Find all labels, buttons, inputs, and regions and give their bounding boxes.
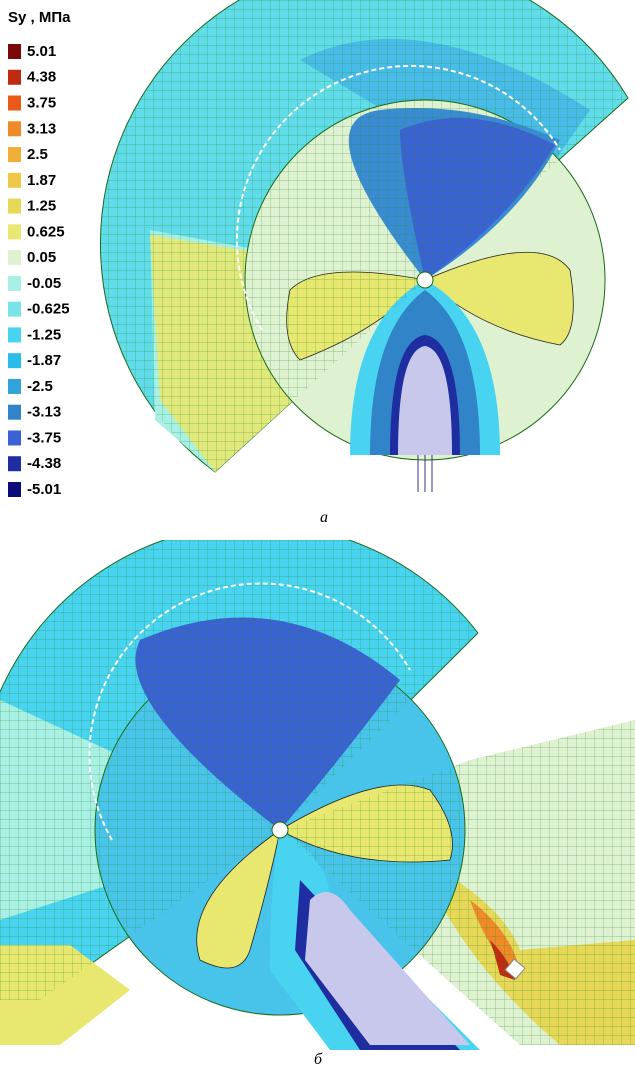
legend-label: -4.38	[27, 455, 61, 472]
legend-swatch	[8, 44, 21, 59]
caption: а	[320, 509, 328, 526]
legend-swatch	[8, 276, 21, 291]
legend-label: 1.87	[27, 172, 56, 189]
legend-label: 1.25	[27, 198, 56, 215]
legend-label: -1.87	[27, 352, 61, 369]
legend-label: -2.5	[27, 378, 53, 395]
stress-plot-b	[0, 524, 635, 1050]
legend-swatch	[8, 70, 21, 85]
legend-label: -0.625	[27, 301, 70, 318]
legend-label: -0.05	[27, 275, 61, 292]
stress-plot-a	[100, 0, 628, 492]
figure: Sy , МПа а б 5.01 4.38 3.75 3.13 2.5 1.87 1.25…	[0, 0, 635, 1072]
legend-swatch	[8, 379, 21, 394]
legend-label: 5.01	[27, 43, 56, 60]
caption: б	[314, 1051, 323, 1068]
legend-swatch	[8, 224, 21, 239]
legend-title: Sy , МПа	[8, 9, 71, 26]
legend-label: 0.05	[27, 249, 56, 266]
legend-swatch	[8, 96, 21, 111]
legend-label: 2.5	[27, 146, 48, 163]
legend-label: 3.75	[27, 94, 56, 111]
legend-label: -3.75	[27, 429, 61, 446]
legend-swatch	[8, 199, 21, 214]
legend-label: -1.25	[27, 326, 61, 343]
legend-label: 4.38	[27, 69, 56, 86]
legend-swatch	[8, 327, 21, 342]
legend-swatch	[8, 430, 21, 445]
legend-swatch	[8, 173, 21, 188]
legend-swatch	[8, 147, 21, 162]
legend-swatch	[8, 405, 21, 420]
legend-swatch	[8, 482, 21, 497]
legend-swatch	[8, 456, 21, 471]
legend-label: 3.13	[27, 120, 56, 137]
legend-label: -5.01	[27, 481, 61, 498]
legend-swatch	[8, 121, 21, 136]
legend-swatch	[8, 250, 21, 265]
legend-label: 0.625	[27, 223, 65, 240]
legend-label: -3.13	[27, 404, 61, 421]
legend-swatch	[8, 353, 21, 368]
legend-swatch	[8, 302, 21, 317]
